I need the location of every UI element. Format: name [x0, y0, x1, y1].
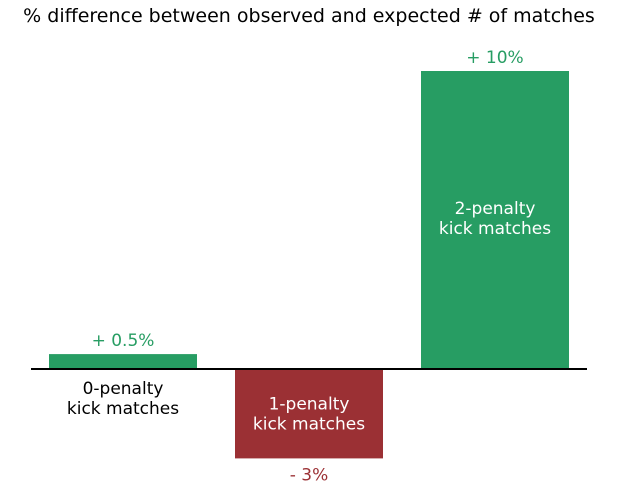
bars-group: + 0.5%0-penalty kick matches- 3%1-penalty…	[49, 48, 569, 485]
bar-1	[235, 369, 383, 459]
bar-0	[49, 354, 197, 369]
category-label-1-line-1: kick matches	[253, 415, 365, 435]
category-label-0-line-0: 0-penalty	[83, 379, 164, 399]
category-label-2-line-0: 2-penalty	[455, 199, 536, 219]
chart-title: % difference between observed and expect…	[23, 5, 595, 27]
bar-2	[421, 71, 569, 369]
category-label-2: 2-penalty kick matches	[439, 199, 551, 239]
category-label-2-line-1: kick matches	[439, 219, 551, 239]
category-label-0-line-1: kick matches	[67, 399, 179, 419]
value-label-1: - 3%	[290, 465, 329, 485]
value-label-0: + 0.5%	[92, 331, 155, 351]
category-label-0: 0-penalty kick matches	[67, 379, 179, 419]
category-label-1-line-0: 1-penalty	[269, 395, 350, 415]
value-label-2: + 10%	[466, 48, 523, 68]
category-label-1: 1-penalty kick matches	[253, 395, 365, 435]
